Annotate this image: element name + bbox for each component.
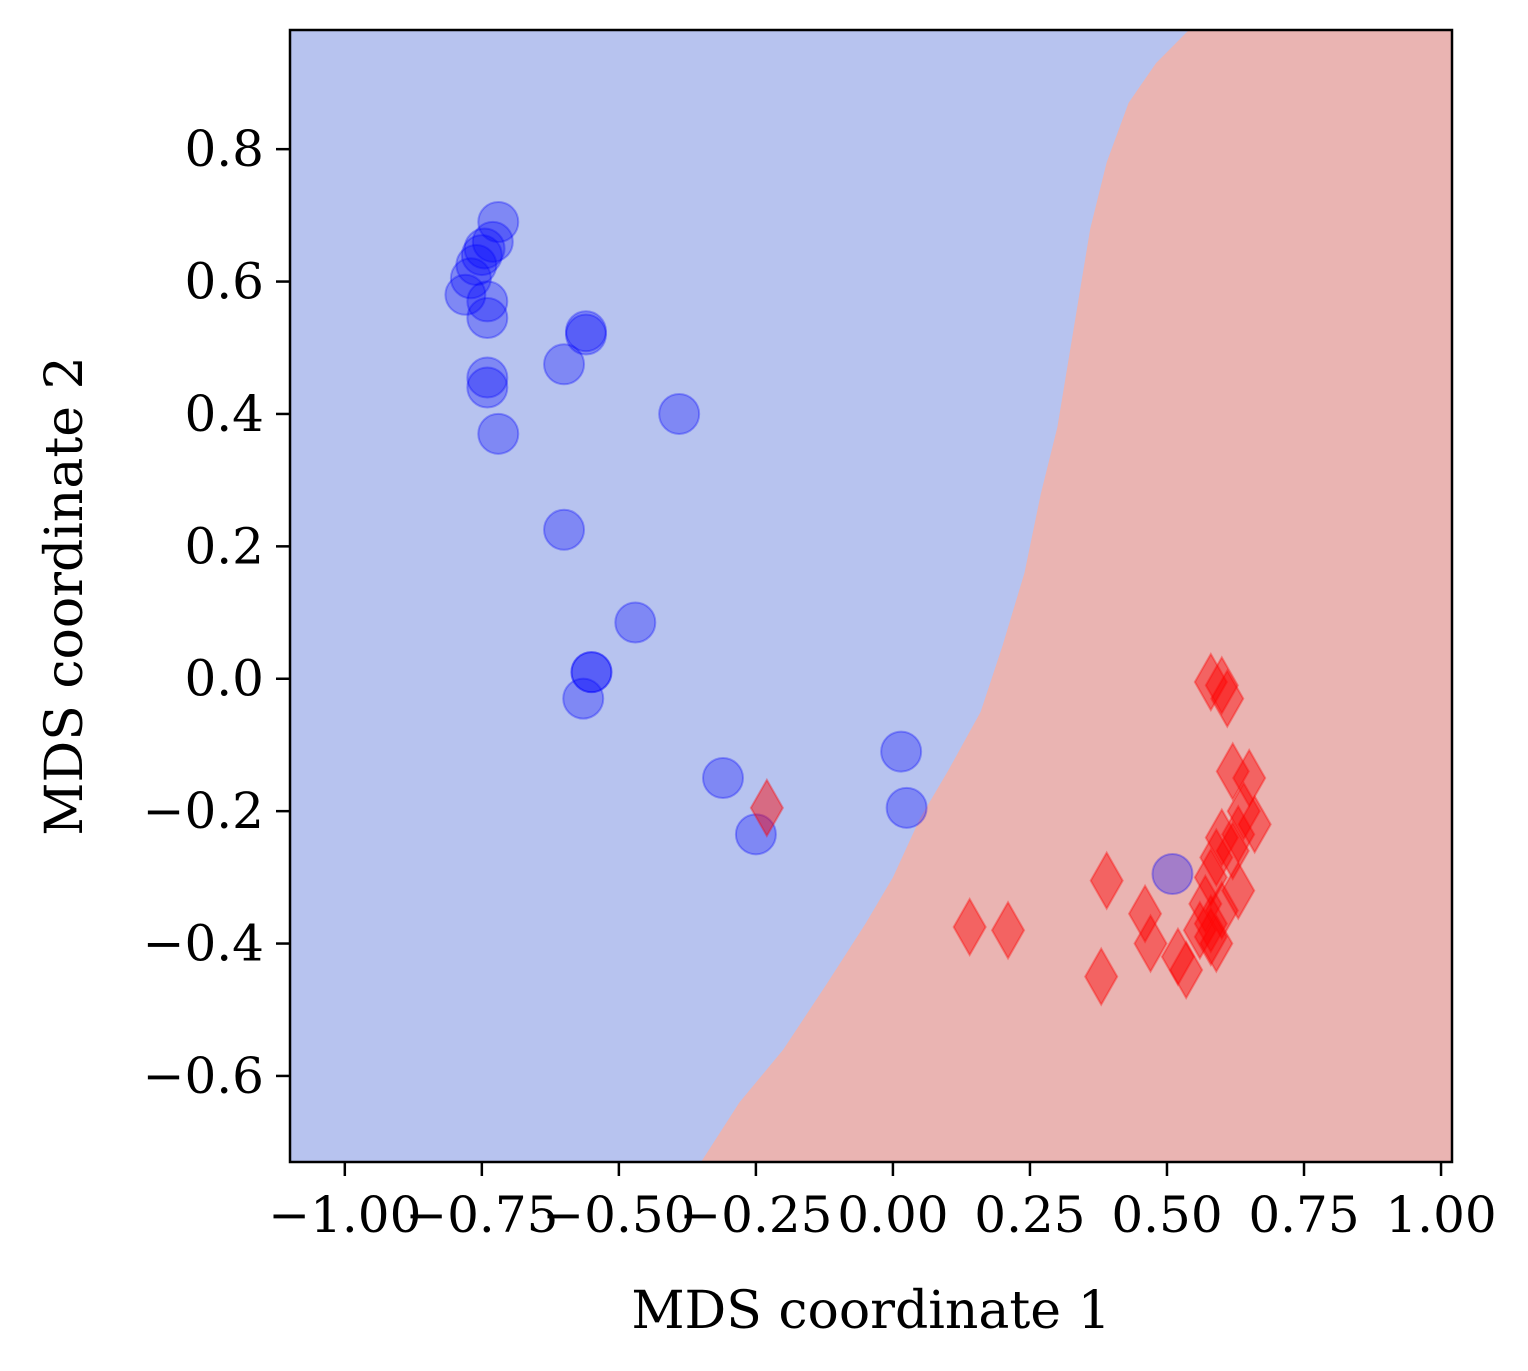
data-point-diamond (1160, 926, 1196, 987)
data-point-diamond (1204, 880, 1239, 941)
data-point-diamond (1193, 906, 1228, 967)
data-point-diamond (1084, 946, 1119, 1007)
x-tick-label: 0.25 (974, 1186, 1085, 1244)
y-tick-label: 0.4 (184, 385, 264, 443)
data-point-diamond (1199, 913, 1234, 974)
data-point-diamond (1133, 913, 1168, 974)
data-point-circle (466, 356, 509, 399)
decision-regions (290, 30, 1452, 1162)
data-point-circle (460, 234, 503, 277)
data-point-circle (564, 310, 607, 353)
x-tick-label: 0.50 (1111, 1186, 1222, 1244)
data-point-circle (455, 244, 498, 287)
data-point-diamond (952, 896, 987, 958)
y-axis-label: MDS coordinate 2 (35, 356, 95, 835)
y-tick-label: −0.2 (143, 782, 264, 840)
data-point-diamond (1226, 781, 1261, 842)
data-points (444, 200, 1272, 1007)
data-point-diamond (1232, 748, 1267, 809)
data-point-circle (466, 296, 509, 339)
y-tick-label: 0.0 (184, 650, 264, 708)
x-tick-label: −0.75 (405, 1186, 558, 1244)
data-point-circle (880, 730, 923, 773)
data-point-diamond (1215, 820, 1250, 881)
data-point-diamond (990, 900, 1026, 961)
data-point-circle (463, 227, 506, 270)
data-point-circle (466, 280, 509, 323)
y-tick-label: 0.6 (184, 253, 264, 311)
data-point-diamond (1221, 804, 1256, 865)
x-tick-label: 0.75 (1248, 1186, 1359, 1244)
x-tick-label: 0.00 (837, 1186, 948, 1244)
data-point-diamond (1221, 860, 1256, 921)
data-point-diamond (1188, 873, 1223, 934)
x-axis-label: MDS coordinate 1 (631, 1281, 1110, 1341)
data-point-diamond (1182, 900, 1218, 961)
data-point-diamond (1193, 652, 1228, 713)
data-point-diamond (1204, 807, 1239, 868)
data-point-circle (564, 313, 607, 356)
y-tick-label: 0.8 (184, 120, 264, 178)
data-point-circle (543, 343, 586, 386)
data-point-diamond (1127, 883, 1163, 944)
plot-area (288, 28, 1454, 1164)
data-point-circle (1151, 853, 1194, 896)
data-point-diamond (1169, 940, 1204, 1001)
data-point-circle (702, 757, 745, 800)
data-point-circle (471, 220, 514, 263)
data-point-diamond (1237, 794, 1272, 855)
data-point-circle (444, 273, 487, 316)
data-point-circle (570, 651, 613, 694)
data-point-circle (477, 200, 520, 243)
data-point-diamond (1210, 668, 1245, 729)
y-tick-label: 0.2 (184, 517, 264, 575)
data-point-diamond (749, 777, 785, 838)
x-tick-label: −0.25 (679, 1186, 832, 1244)
data-point-circle (734, 813, 777, 856)
data-point-circle (449, 257, 492, 300)
data-point-diamond (1193, 847, 1228, 908)
data-point-circle (466, 366, 509, 409)
data-point-circle (885, 786, 928, 829)
data-point-diamond (1199, 827, 1234, 888)
data-point-circle (614, 601, 657, 644)
y-tick-label: −0.6 (143, 1047, 264, 1105)
x-axis: −1.00−0.75−0.50−0.25 0.00 0.25 0.50 0.75 1.00 (268, 1162, 1497, 1244)
data-point-diamond (1193, 893, 1228, 954)
data-point-circle (543, 508, 586, 551)
region-class-1 (701, 30, 1452, 1162)
y-axis: −0.6 −0.4 −0.2 0.0 0.2 0.4 0.6 0.8 (143, 120, 290, 1105)
x-tick-label: 1.00 (1385, 1186, 1496, 1244)
data-point-circle (477, 412, 520, 455)
data-point-circle (562, 677, 605, 720)
data-point-diamond (1089, 850, 1124, 911)
y-tick-label: −0.4 (143, 915, 264, 973)
plot-frame (288, 28, 1454, 1164)
data-point-circle (658, 392, 701, 435)
data-point-diamond (1204, 655, 1239, 716)
x-tick-label: −1.00 (268, 1186, 421, 1244)
data-point-circle (570, 651, 613, 694)
x-tick-label: −0.50 (542, 1186, 695, 1244)
data-point-diamond (1215, 741, 1250, 802)
